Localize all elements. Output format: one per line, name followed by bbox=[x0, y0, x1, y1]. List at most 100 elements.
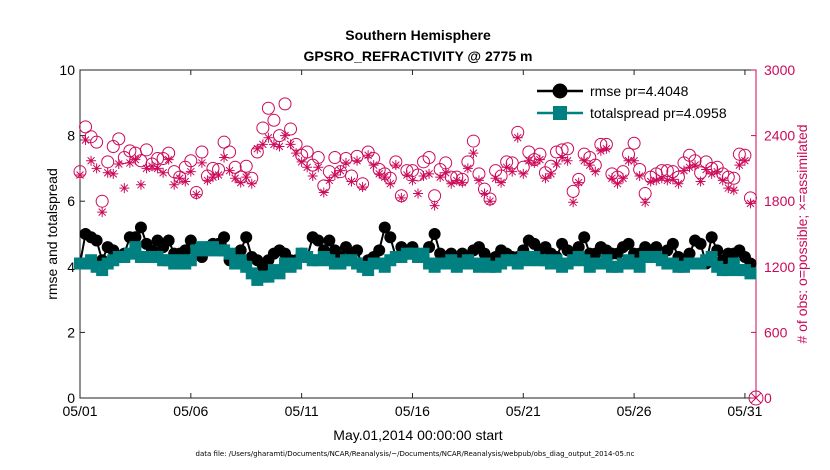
rmse-point bbox=[90, 234, 103, 247]
assimilated-obs-point bbox=[584, 160, 595, 171]
assimilated-obs-point bbox=[534, 154, 545, 165]
chart-subtitle: GPSRO_REFRACTIVITY @ 2775 m bbox=[304, 48, 533, 64]
totalspread-point bbox=[600, 254, 613, 267]
assimilated-obs-point bbox=[462, 163, 473, 174]
y2-tick-label: 2400 bbox=[764, 128, 795, 144]
rmse-point bbox=[323, 234, 336, 247]
assimilated-obs-point bbox=[135, 179, 146, 190]
assimilated-obs-point bbox=[407, 175, 418, 186]
assimilated-obs-point bbox=[313, 162, 324, 173]
assimilated-obs-point bbox=[739, 155, 750, 166]
assimilated-obs-point bbox=[551, 159, 562, 170]
assimilated-obs-point bbox=[656, 173, 667, 184]
possible-obs-point bbox=[195, 145, 209, 159]
assimilated-obs-point bbox=[379, 172, 390, 183]
totalspread-point bbox=[417, 247, 430, 260]
assimilated-obs-point bbox=[728, 185, 739, 196]
assimilated-obs-point bbox=[595, 145, 606, 156]
assimilated-obs-point bbox=[147, 161, 158, 172]
assimilated-obs-point bbox=[667, 174, 678, 185]
rmse-point bbox=[705, 231, 718, 244]
possible-obs-point bbox=[727, 171, 741, 185]
possible-obs-point bbox=[256, 121, 270, 135]
possible-obs-point bbox=[106, 140, 120, 154]
assimilated-obs-point bbox=[606, 173, 617, 184]
rmse-point bbox=[351, 244, 364, 257]
rmse-point bbox=[312, 234, 325, 247]
totalspread-point bbox=[633, 260, 646, 273]
totalspread-point bbox=[273, 267, 286, 280]
assimilated-obs-point bbox=[291, 148, 302, 159]
assimilated-obs-point bbox=[108, 168, 119, 179]
assimilated-obs-point bbox=[257, 139, 268, 150]
assimilated-obs-point bbox=[490, 173, 501, 184]
rmse-point bbox=[134, 221, 147, 234]
rmse-point bbox=[578, 231, 591, 244]
x-tick-label: 05/16 bbox=[395, 403, 430, 419]
assimilated-obs-point bbox=[119, 183, 130, 194]
totalspread-point bbox=[234, 254, 247, 267]
assimilated-obs-point bbox=[235, 177, 246, 188]
x-tick-label: 05/06 bbox=[173, 403, 208, 419]
x-tick-label: 05/11 bbox=[285, 403, 319, 419]
rmse-point bbox=[373, 244, 386, 257]
assimilated-obs-point bbox=[568, 197, 579, 208]
assimilated-obs-point bbox=[207, 172, 218, 183]
totalspread-point bbox=[550, 254, 563, 267]
assimilated-obs-point bbox=[673, 178, 684, 189]
possible-obs-point bbox=[261, 101, 275, 115]
assimilated-obs-point bbox=[302, 162, 313, 173]
rmse-point bbox=[234, 244, 247, 257]
assimilated-obs-point bbox=[180, 176, 191, 187]
assimilated-obs-point bbox=[507, 166, 518, 177]
rmse-point bbox=[240, 231, 253, 244]
assimilated-obs-point bbox=[252, 143, 263, 154]
assimilated-obs-point bbox=[196, 157, 207, 168]
assimilated-obs-point bbox=[529, 157, 540, 168]
rmse-point bbox=[650, 241, 663, 254]
plot-area: 0 2 4 6 8 10 0 600 1200 1800 2400 3000 05/01 05/06 05/… bbox=[59, 62, 795, 419]
assimilated-obs-point bbox=[440, 167, 451, 178]
zero-obs-circle-point bbox=[748, 390, 764, 406]
assimilated-obs-point bbox=[634, 171, 645, 182]
possible-obs-point bbox=[267, 113, 281, 127]
assimilated-obs-point bbox=[690, 160, 701, 171]
y2-tick-label: 600 bbox=[764, 324, 788, 340]
assimilated-obs-point bbox=[590, 166, 601, 177]
possible-obs-point bbox=[284, 122, 298, 136]
assimilated-obs-point bbox=[734, 160, 745, 171]
y-tick-label: 8 bbox=[67, 128, 75, 144]
possible-obs-point bbox=[328, 150, 342, 164]
y-tick-label: 6 bbox=[67, 193, 75, 209]
assimilated-obs-point bbox=[124, 157, 135, 168]
possible-obs-point bbox=[466, 134, 480, 148]
possible-obs-point bbox=[561, 142, 575, 156]
totalspread-point bbox=[511, 257, 524, 270]
assimilated-obs-point bbox=[91, 163, 102, 174]
totalspread-point bbox=[705, 250, 718, 263]
assimilated-obs-point bbox=[368, 160, 379, 171]
legend-totalspread-marker bbox=[553, 106, 567, 120]
rmse-point bbox=[218, 231, 231, 244]
possible-obs-point bbox=[428, 189, 442, 203]
possible-obs-point bbox=[566, 184, 580, 198]
possible-obs-point bbox=[101, 155, 115, 169]
assimilated-obs-point bbox=[706, 168, 717, 179]
assimilated-obs-point bbox=[468, 148, 479, 159]
assimilated-obs-point bbox=[174, 173, 185, 184]
assimilated-obs-point bbox=[213, 169, 224, 180]
assimilated-obs-point bbox=[224, 165, 235, 176]
x-axis-label: May.01,2014 00:00:00 start bbox=[333, 427, 503, 443]
assimilated-obs-point bbox=[562, 155, 573, 166]
assimilated-obs-point bbox=[385, 178, 396, 189]
legend-rmse-marker bbox=[552, 83, 568, 99]
data-file-footnote: data file: /Users/gharamti/Documents/NCA… bbox=[195, 450, 635, 458]
assimilated-obs-point bbox=[435, 172, 446, 183]
assimilated-obs-point bbox=[479, 188, 490, 199]
assimilated-obs-point bbox=[645, 176, 656, 187]
x-tick-label: 05/01 bbox=[62, 403, 97, 419]
assimilated-obs-point bbox=[75, 169, 85, 180]
x-tick-label: 05/26 bbox=[617, 403, 652, 419]
assimilated-obs-point bbox=[579, 155, 590, 166]
y-tick-label: 10 bbox=[59, 62, 75, 78]
